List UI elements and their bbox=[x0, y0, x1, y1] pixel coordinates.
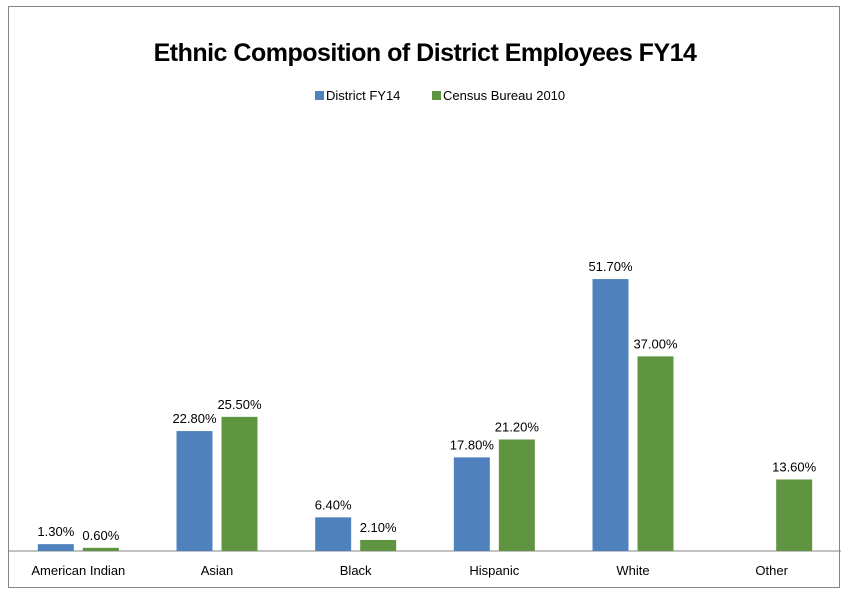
bar-district-fy14-asian bbox=[176, 431, 213, 551]
x-tick-label: Other bbox=[755, 563, 788, 578]
x-tick-label: Black bbox=[340, 563, 372, 578]
legend-swatch-census bbox=[432, 91, 441, 100]
bar-district-fy14-black bbox=[315, 517, 352, 551]
bar-census-bureau-2010-black bbox=[360, 539, 397, 551]
data-label: 21.20% bbox=[495, 419, 540, 434]
legend-label-district: District FY14 bbox=[326, 88, 400, 103]
legend-swatch-district bbox=[315, 91, 324, 100]
data-label: 37.00% bbox=[633, 336, 678, 351]
data-label: 22.80% bbox=[172, 411, 217, 426]
legend-label-census: Census Bureau 2010 bbox=[443, 88, 565, 103]
x-tick-label: Hispanic bbox=[469, 563, 519, 578]
data-label: 6.40% bbox=[315, 497, 352, 512]
data-label: 2.10% bbox=[360, 520, 397, 535]
bar-census-bureau-2010-american-indian bbox=[82, 547, 119, 551]
x-tick-label: American Indian bbox=[31, 563, 125, 578]
plot-area: 1.30% 0.60% American Indian 22.80%25.50% Asi… bbox=[9, 259, 841, 578]
data-label: 1.30% bbox=[37, 524, 74, 539]
bar-census-bureau-2010-white bbox=[637, 356, 674, 551]
data-label: 13.60% bbox=[772, 459, 817, 474]
data-label: 25.50% bbox=[217, 397, 262, 412]
bar-district-fy14-white bbox=[592, 279, 629, 551]
bar-census-bureau-2010-hispanic bbox=[498, 439, 535, 551]
data-label: 17.80% bbox=[450, 437, 495, 452]
bar-census-bureau-2010-other bbox=[776, 479, 813, 551]
x-tick-label: Asian bbox=[201, 563, 234, 578]
bar-district-fy14-hispanic bbox=[453, 457, 490, 551]
legend: District FY14 Census Bureau 2010 bbox=[315, 88, 565, 103]
bar-district-fy14-american-indian bbox=[37, 544, 74, 551]
chart-title: Ethnic Composition of District Employees… bbox=[154, 39, 697, 67]
chart-svg: Ethnic Composition of District Employees… bbox=[9, 39, 841, 578]
data-label: 51.70% bbox=[588, 259, 633, 274]
x-tick-label: White bbox=[616, 563, 649, 578]
bar-census-bureau-2010-asian bbox=[221, 416, 258, 551]
chart-area: Ethnic Composition of District Employees… bbox=[8, 6, 841, 588]
data-label: 0.60% bbox=[82, 528, 119, 543]
